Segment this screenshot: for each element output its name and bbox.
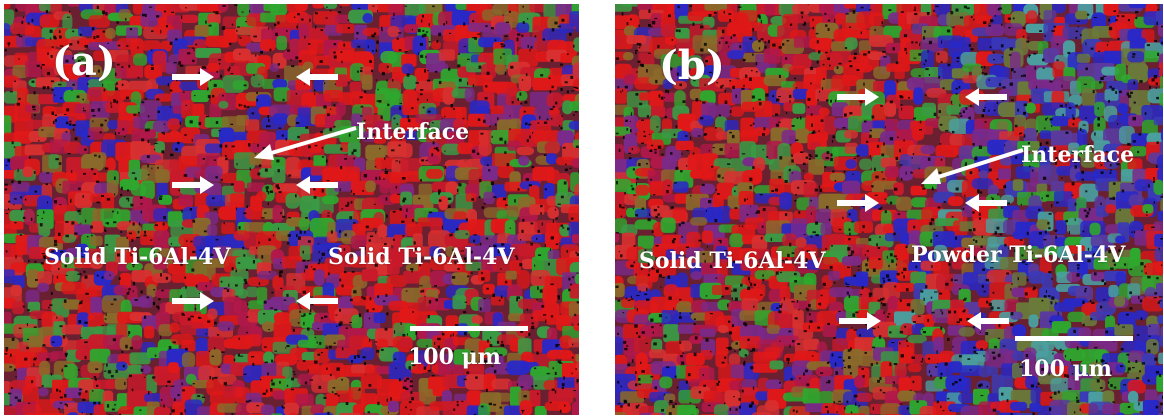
interface-label-b: Interface xyxy=(1021,142,1135,168)
panel-label-a: (a) xyxy=(52,38,116,85)
arrow-left-icon xyxy=(296,68,338,86)
arrow-left-icon xyxy=(296,292,338,310)
arrow-left-icon xyxy=(965,88,1007,106)
scale-bar-a xyxy=(410,326,528,331)
grain-orientation-map-b xyxy=(615,4,1163,415)
interface-label-a: Interface xyxy=(356,119,470,145)
scale-label-a: 100 μm xyxy=(408,344,501,370)
arrow-right-icon xyxy=(172,292,214,310)
ebsd-map-panel-a: (a) Interface Solid Ti-6Al-4V Solid Ti-6… xyxy=(4,4,579,415)
interface-pointer-arrow-icon xyxy=(921,148,1024,184)
left-material-label-a: Solid Ti-6Al-4V xyxy=(44,244,231,270)
arrow-right-icon xyxy=(839,312,881,330)
interface-pointer-arrow-icon xyxy=(254,126,357,160)
panel-label-b: (b) xyxy=(659,42,725,89)
right-material-label-b: Powder Ti-6Al-4V xyxy=(911,242,1126,268)
arrow-right-icon xyxy=(837,88,879,106)
arrow-right-icon xyxy=(837,194,879,212)
arrow-left-icon xyxy=(296,176,338,194)
arrow-right-icon xyxy=(172,176,214,194)
arrow-right-icon xyxy=(172,68,214,86)
left-material-label-b: Solid Ti-6Al-4V xyxy=(639,248,826,274)
right-material-label-a: Solid Ti-6Al-4V xyxy=(328,244,515,270)
scale-label-b: 100 μm xyxy=(1019,356,1112,382)
arrow-left-icon xyxy=(967,312,1009,330)
scale-bar-b xyxy=(1015,336,1133,341)
grain-orientation-map-a xyxy=(4,4,579,415)
ebsd-map-panel-b: (b) Interface Solid Ti-6Al-4V Powder Ti-… xyxy=(615,4,1163,415)
arrow-left-icon xyxy=(965,194,1007,212)
